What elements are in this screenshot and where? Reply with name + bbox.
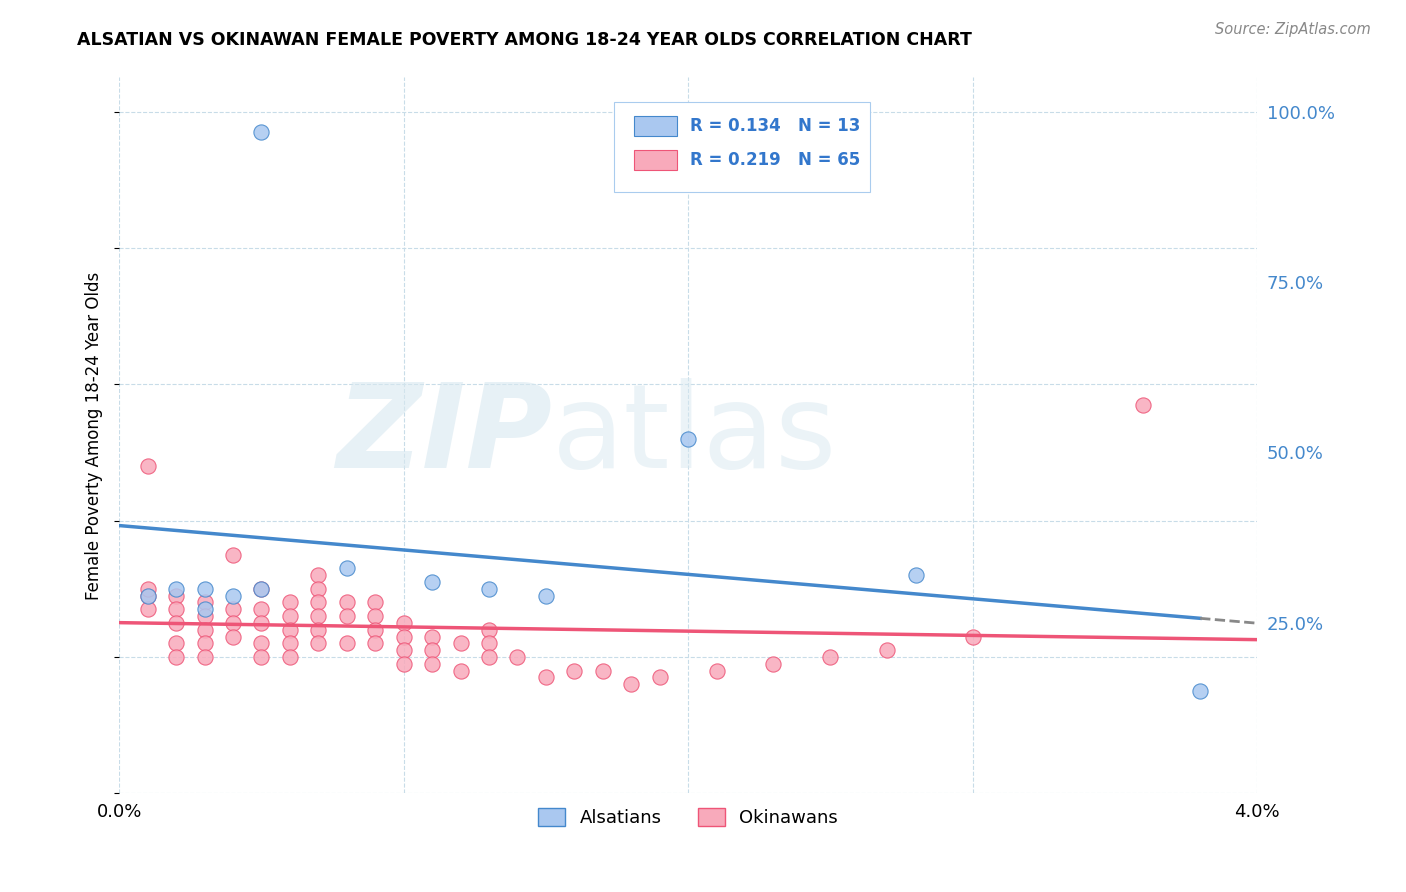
Point: [336, 561, 359, 575]
Point: [165, 615, 187, 630]
Point: [564, 664, 586, 678]
Point: [136, 589, 159, 603]
Point: [165, 636, 187, 650]
Point: [194, 602, 217, 616]
Point: [222, 548, 245, 562]
Point: [364, 623, 387, 637]
Point: [194, 623, 217, 637]
Point: [194, 636, 217, 650]
Point: [420, 574, 443, 589]
Point: [962, 630, 984, 644]
Text: R = 0.134   N = 13: R = 0.134 N = 13: [690, 117, 860, 135]
Point: [194, 582, 217, 596]
Point: [165, 589, 187, 603]
Point: [478, 623, 501, 637]
Point: [762, 657, 785, 671]
Y-axis label: Female Poverty Among 18-24 Year Olds: Female Poverty Among 18-24 Year Olds: [86, 271, 103, 599]
Text: atlas: atlas: [551, 378, 837, 493]
Point: [278, 609, 301, 624]
Point: [278, 623, 301, 637]
Point: [194, 650, 217, 665]
Point: [222, 615, 245, 630]
Point: [876, 643, 898, 657]
Point: [534, 589, 557, 603]
Point: [336, 636, 359, 650]
Point: [392, 615, 415, 630]
Point: [250, 125, 273, 139]
Point: [222, 602, 245, 616]
Point: [307, 595, 329, 609]
Point: [648, 670, 671, 684]
Point: [250, 582, 273, 596]
Point: [336, 595, 359, 609]
Text: ALSATIAN VS OKINAWAN FEMALE POVERTY AMONG 18-24 YEAR OLDS CORRELATION CHART: ALSATIAN VS OKINAWAN FEMALE POVERTY AMON…: [77, 31, 972, 49]
Point: [165, 582, 187, 596]
Point: [278, 595, 301, 609]
Point: [676, 432, 699, 446]
Point: [250, 636, 273, 650]
Point: [194, 595, 217, 609]
Point: [307, 568, 329, 582]
Point: [506, 650, 529, 665]
Text: R = 0.219   N = 65: R = 0.219 N = 65: [690, 151, 860, 169]
Point: [250, 615, 273, 630]
Text: Source: ZipAtlas.com: Source: ZipAtlas.com: [1215, 22, 1371, 37]
Point: [478, 582, 501, 596]
Point: [336, 609, 359, 624]
Point: [364, 636, 387, 650]
Point: [165, 650, 187, 665]
Point: [620, 677, 643, 691]
Text: ZIP: ZIP: [336, 378, 551, 493]
Point: [450, 664, 472, 678]
Point: [250, 602, 273, 616]
Point: [392, 643, 415, 657]
Point: [165, 602, 187, 616]
Point: [1132, 398, 1154, 412]
Point: [364, 595, 387, 609]
Point: [392, 657, 415, 671]
Point: [534, 670, 557, 684]
Point: [307, 623, 329, 637]
Point: [420, 657, 443, 671]
Point: [820, 650, 842, 665]
Point: [194, 609, 217, 624]
Point: [450, 636, 472, 650]
Point: [478, 650, 501, 665]
Point: [904, 568, 927, 582]
Point: [307, 582, 329, 596]
Legend: Alsatians, Okinawans: Alsatians, Okinawans: [531, 801, 845, 834]
Point: [420, 630, 443, 644]
Point: [592, 664, 614, 678]
FancyBboxPatch shape: [614, 103, 870, 192]
Point: [222, 630, 245, 644]
Point: [706, 664, 728, 678]
FancyBboxPatch shape: [634, 116, 676, 136]
Point: [222, 589, 245, 603]
Point: [136, 459, 159, 474]
Point: [278, 650, 301, 665]
Point: [307, 609, 329, 624]
Point: [1189, 684, 1212, 698]
Point: [136, 602, 159, 616]
Point: [278, 636, 301, 650]
Point: [136, 589, 159, 603]
Point: [250, 582, 273, 596]
Point: [307, 636, 329, 650]
Point: [478, 636, 501, 650]
Point: [136, 582, 159, 596]
Point: [392, 630, 415, 644]
Point: [250, 650, 273, 665]
FancyBboxPatch shape: [634, 150, 676, 169]
Point: [364, 609, 387, 624]
Point: [420, 643, 443, 657]
